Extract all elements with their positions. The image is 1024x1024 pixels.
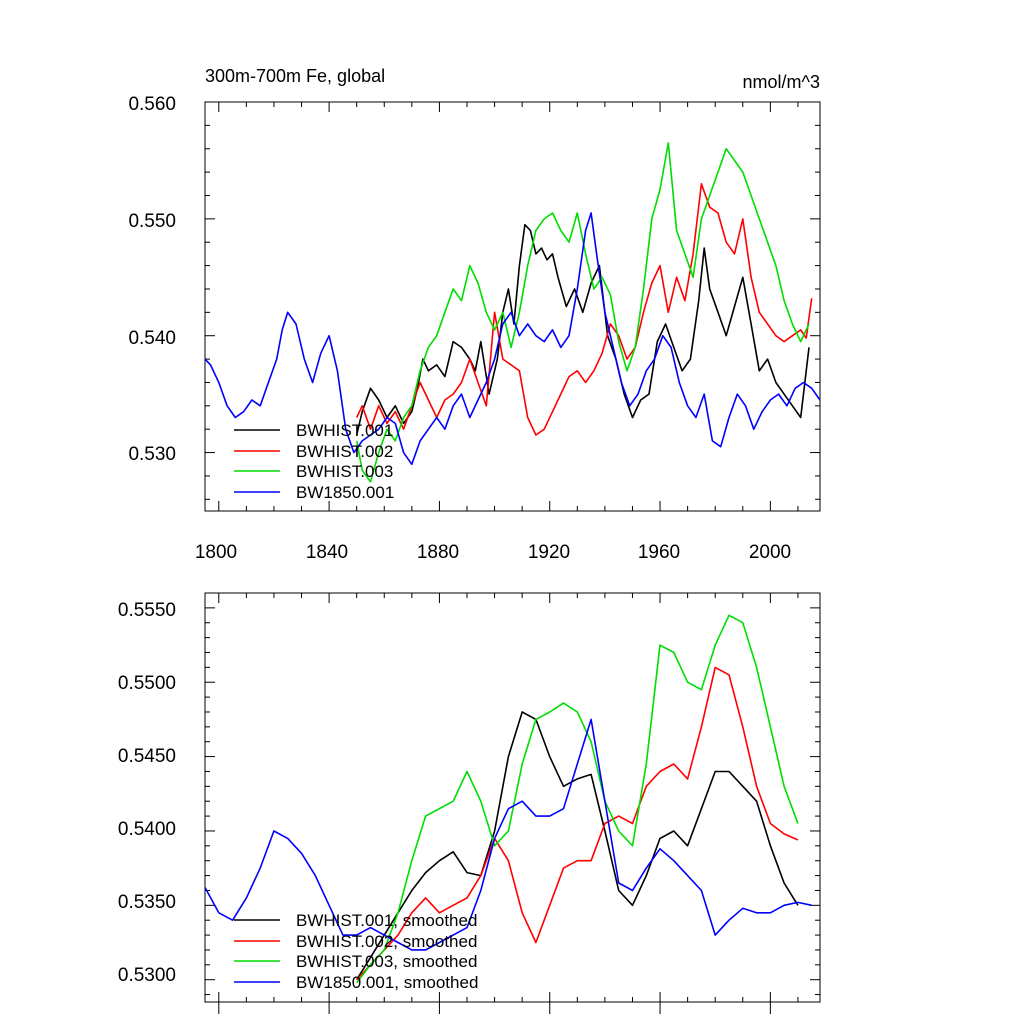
top-panel: 300m-700m Fe, global nmol/m^3 0.530 0.54… (128, 66, 820, 563)
top-x-tick-label: 1800 (195, 542, 237, 563)
top-y-tick-label: 0.540 (128, 328, 176, 349)
series-line-bwhist-001 (355, 223, 810, 436)
series-line-bwhist-001-smoothed (356, 711, 799, 981)
top-x-tick-label: 1960 (638, 542, 680, 563)
bottom-y-tick-label: 0.5500 (118, 673, 176, 694)
top-y-tick-label: 0.560 (128, 94, 176, 115)
top-legend: BWHIST.001 BWHIST.002 BWHIST.003 BW1850.… (234, 421, 394, 502)
legend-label-bwhist003: BWHIST.003 (296, 462, 393, 481)
legend-label-bwhist002: BWHIST.002 (296, 442, 393, 461)
plot-frame (204, 101, 821, 512)
top-x-tick-labels: 1800 1840 1880 1920 1960 2000 (195, 542, 791, 563)
top-y-tick-label: 0.550 (128, 211, 176, 232)
legend-label-bw1850001-smoothed: BW1850.001, smoothed (296, 973, 478, 992)
series-line-bw1850-001 (205, 212, 820, 466)
top-chart-title: 300m-700m Fe, global (205, 66, 385, 86)
top-y-tick-label: 0.530 (128, 444, 176, 465)
top-x-tick-label: 1920 (528, 542, 570, 563)
legend-label-bwhist001: BWHIST.001 (296, 421, 393, 440)
top-x-tick-label: 2000 (749, 542, 791, 563)
bottom-y-tick-label: 0.5350 (118, 892, 176, 913)
bottom-y-tick-label: 0.5400 (118, 819, 176, 840)
plot-frame (204, 592, 821, 1003)
series-line-bwhist-003 (355, 142, 810, 483)
bottom-panel: 0.5300 0.5350 0.5400 0.5450 0.5500 0.555… (118, 600, 479, 992)
bottom-y-tick-label: 0.5300 (118, 965, 176, 986)
legend-label-bwhist003-smoothed: BWHIST.003, smoothed (296, 952, 477, 971)
bottom-y-tick-label: 0.5550 (118, 600, 176, 621)
legend-label-bwhist001-smoothed: BWHIST.001, smoothed (296, 911, 477, 930)
bottom-plot-area (204, 592, 821, 1014)
bottom-y-tick-labels: 0.5300 0.5350 0.5400 0.5450 0.5500 0.555… (118, 600, 176, 986)
top-x-tick-label: 1880 (417, 542, 459, 563)
top-x-tick-label: 1840 (306, 542, 348, 563)
legend-label-bw1850001: BW1850.001 (296, 483, 394, 502)
series-line-bwhist-002-smoothed (356, 666, 799, 981)
series-line-bwhist-002 (355, 183, 813, 436)
bottom-y-tick-label: 0.5450 (118, 746, 176, 767)
top-y-tick-labels: 0.530 0.540 0.550 0.560 (128, 94, 176, 465)
series-line-bwhist-003-smoothed (356, 614, 799, 984)
top-chart-units: nmol/m^3 (743, 72, 820, 92)
top-plot-area (204, 101, 821, 512)
legend-label-bwhist002-smoothed: BWHIST.002, smoothed (296, 932, 477, 951)
series-line-bw1850-001-smoothed (205, 718, 812, 951)
bottom-legend: BWHIST.001, smoothed BWHIST.002, smoothe… (234, 911, 478, 992)
